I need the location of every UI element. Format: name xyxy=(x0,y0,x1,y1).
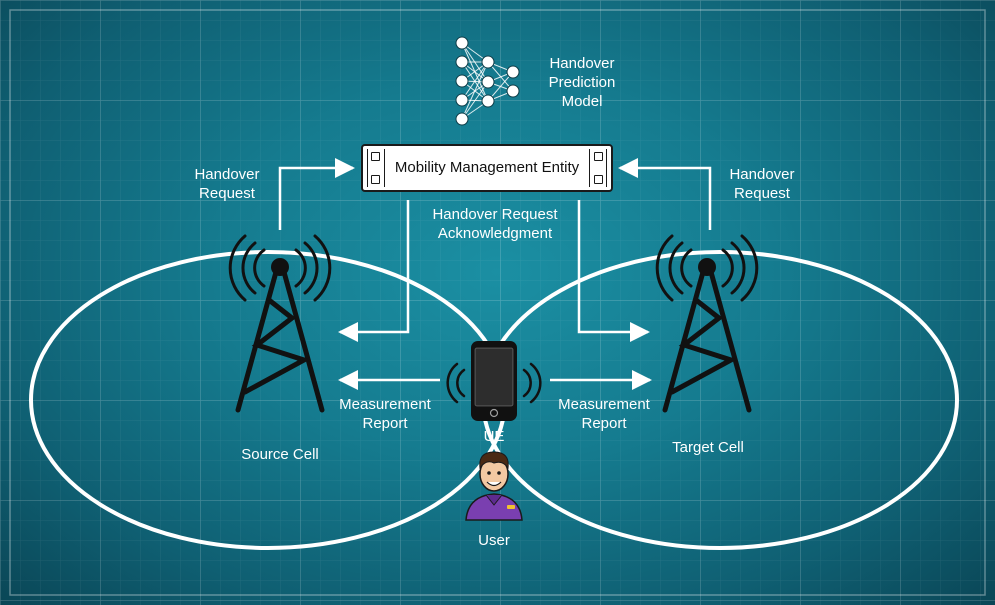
prediction-model-label-line2: Prediction xyxy=(548,74,616,91)
target-cell-label: Target Cell xyxy=(672,439,744,456)
handover-request-left-line1: Handover xyxy=(194,166,260,183)
handover-request-right-line2: Request xyxy=(734,185,790,202)
handover-request-arrow-left xyxy=(278,158,355,230)
handover-ack-line1: Handover Request xyxy=(432,206,558,223)
measurement-left-line1: Measurement xyxy=(339,396,431,413)
mme-screw-icon xyxy=(371,175,380,184)
neural-network-icon xyxy=(455,36,520,126)
measurement-left-line2: Report xyxy=(362,415,408,432)
handover-ack-arrow-right xyxy=(577,200,650,342)
handover-request-arrow-right xyxy=(618,158,712,230)
user-avatar-icon xyxy=(465,451,523,521)
prediction-model-label-line1: Handover xyxy=(549,55,615,72)
prediction-model-label: Handover Prediction Model xyxy=(549,54,616,111)
mme-rail-right xyxy=(589,149,607,187)
handover-ack-label: Handover Request Acknowledgment xyxy=(432,205,557,243)
handover-request-left-label: Handover Request xyxy=(194,165,259,203)
source-cell-tower-icon xyxy=(228,234,332,413)
measurement-right-line2: Report xyxy=(581,415,627,432)
mme-label: Mobility Management Entity xyxy=(394,159,580,176)
handover-request-right-label: Handover Request xyxy=(729,165,794,203)
handover-ack-line2: Acknowledgment xyxy=(437,225,553,242)
mme-screw-icon xyxy=(594,152,603,161)
user-label: User xyxy=(478,532,510,549)
mme-rail-left xyxy=(367,149,385,187)
measurement-right-line1: Measurement xyxy=(558,396,650,413)
handover-request-right-line1: Handover xyxy=(729,166,795,183)
ue-label: UE xyxy=(483,428,505,445)
handover-ack-arrow-left xyxy=(338,200,410,342)
measurement-report-right-label: Measurement Report xyxy=(558,395,650,433)
mme-server-box: Mobility Management Entity xyxy=(361,144,613,192)
measurement-report-left-label: Measurement Report xyxy=(339,395,431,433)
ue-phone-icon xyxy=(446,341,542,421)
mme-screw-icon xyxy=(371,152,380,161)
prediction-model-label-line3: Model xyxy=(561,93,603,110)
source-cell-label: Source Cell xyxy=(241,446,319,463)
handover-request-left-line2: Request xyxy=(199,185,255,202)
target-cell-tower-icon xyxy=(655,234,759,413)
mme-screw-icon xyxy=(594,175,603,184)
blueprint-border xyxy=(9,9,986,596)
